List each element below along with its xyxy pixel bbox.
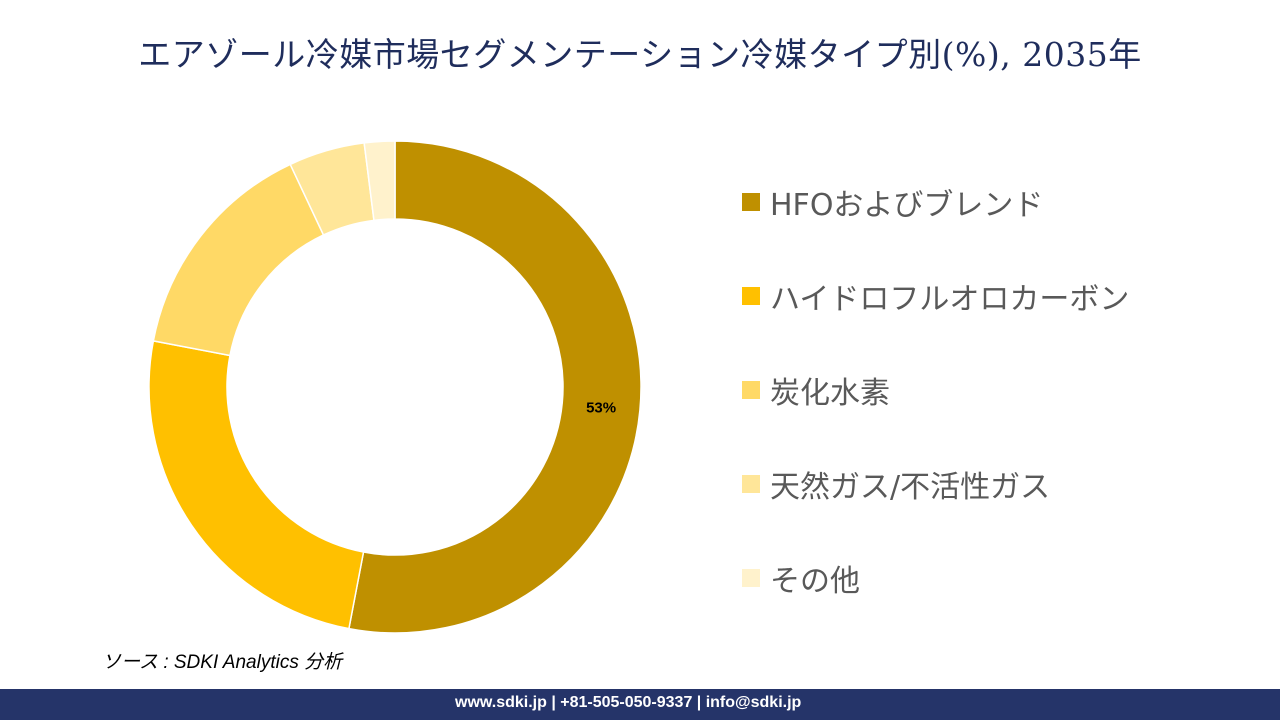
legend-item: 天然ガス/不活性ガス [742,462,1050,506]
legend-item: 炭化水素 [742,368,890,412]
legend-label: 天然ガス/不活性ガス [770,470,1051,505]
chart-title: エアゾール冷媒市場セグメンテーション冷媒タイプ別(%), 2035年 [138,35,1142,74]
source-note: ソース : SDKI Analytics 分析 [102,652,343,673]
donut-slice [148,340,365,630]
legend-item: HFOおよびブレンド [742,180,1043,224]
legend-swatch [742,569,760,587]
donut-slice [152,163,325,357]
footer-contact: www.sdki.jp | +81-505-050-9337 | info@sd… [455,694,802,711]
legend-swatch [742,381,760,399]
legend-swatch [742,287,760,305]
donut-slice [363,140,396,222]
legend-swatch [742,193,760,211]
legend-item: ハイドロフルオロカーボン [742,274,1129,318]
legend-label: その他 [770,564,860,599]
legend-label: HFOおよびブレンド [770,188,1044,223]
legend-swatch [742,475,760,493]
legend-label: 炭化水素 [770,376,890,411]
footer-bar: www.sdki.jp | +81-505-050-9337 | info@sd… [0,689,1280,720]
donut-slice [348,140,642,634]
data-label: 53% [586,399,616,416]
legend-label: ハイドロフルオロカーボン [770,282,1130,317]
legend-item: その他 [742,556,860,600]
